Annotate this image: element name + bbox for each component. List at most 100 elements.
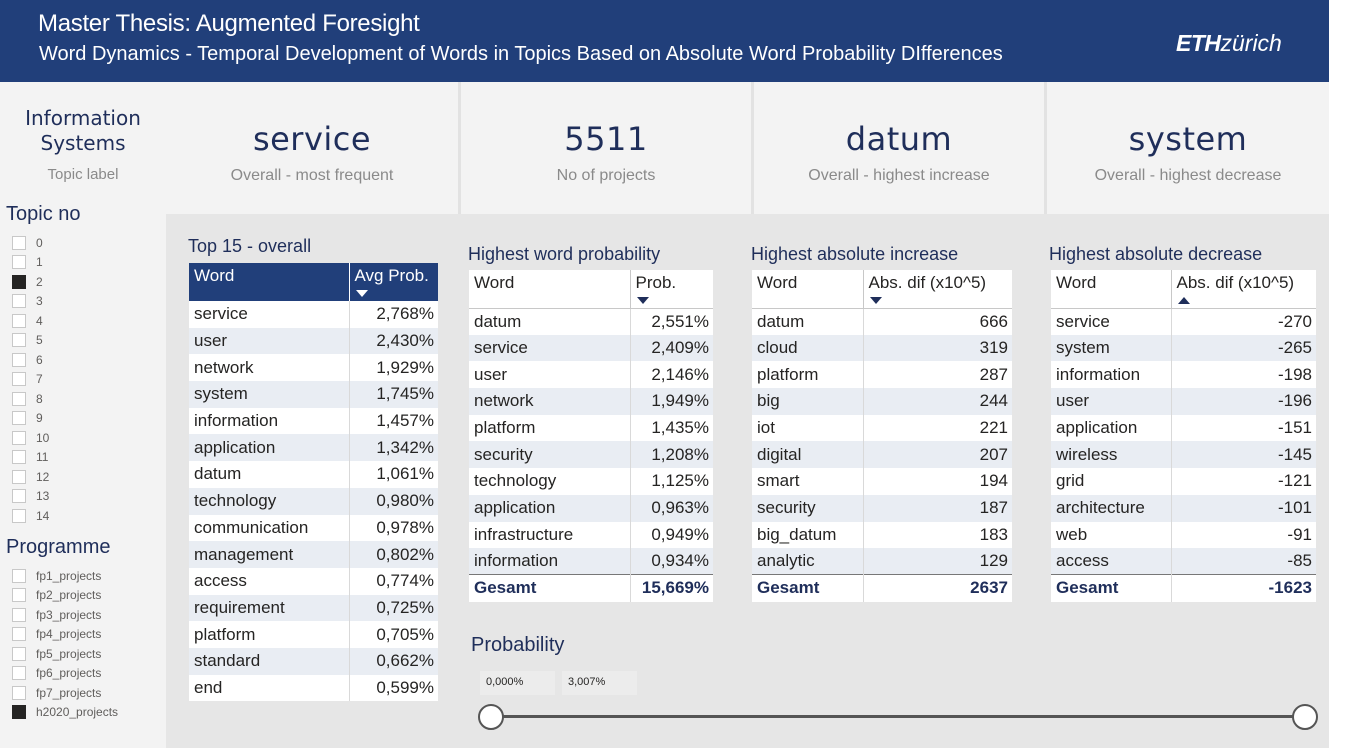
table-row[interactable]: service 2,409% [469,334,713,362]
topic-item-11[interactable]: 11 [12,448,48,467]
table-row[interactable]: user 2,146% [469,361,713,389]
programme-item-h2020_projects[interactable]: h2020_projects [12,703,118,722]
checkbox[interactable] [12,607,26,622]
checkbox[interactable] [12,430,26,445]
table-row[interactable]: iot 221 [752,414,1012,442]
programme-item-fp7_projects[interactable]: fp7_projects [12,683,101,702]
table-row[interactable]: datum 2,551% [469,308,713,335]
table-row[interactable]: technology 0,980% [189,487,438,515]
topic-item-8[interactable]: 8 [12,389,43,408]
column-header-abs-dif[interactable]: Abs. dif (x10^5) [862,270,1012,309]
table-row[interactable]: information -198 [1051,361,1316,389]
column-header-word[interactable]: Word [469,270,630,309]
table-row[interactable]: requirement 0,725% [189,594,438,622]
table-row[interactable]: big 244 [752,388,1012,415]
programme-item-fp5_projects[interactable]: fp5_projects [12,644,101,663]
topic-item-5[interactable]: 5 [12,331,43,350]
checkbox[interactable] [12,705,26,719]
column-header-word[interactable]: Word [752,270,863,309]
topic-item-3[interactable]: 3 [12,292,43,311]
topic-item-9[interactable]: 9 [12,409,43,428]
table-row[interactable]: access 0,774% [189,567,438,595]
table-row[interactable]: platform 1,435% [469,414,713,442]
checkbox[interactable] [12,685,26,700]
table-row[interactable]: standard 0,662% [189,647,438,675]
table-row[interactable]: infrastructure 0,949% [469,521,713,549]
table-row[interactable]: access -85 [1051,548,1316,575]
table-row[interactable]: system -265 [1051,334,1316,362]
checkbox[interactable] [12,568,26,583]
topic-item-0[interactable]: 0 [12,233,43,252]
table-row[interactable]: network 1,929% [189,354,438,382]
column-header-avg-prob[interactable]: Avg Prob. [348,263,438,301]
table-row[interactable]: security 187 [752,494,1012,522]
checkbox[interactable] [12,588,26,602]
checkbox[interactable] [12,235,26,250]
column-header-abs-dif[interactable]: Abs. dif (x10^5) [1170,270,1316,309]
checkbox[interactable] [12,411,26,425]
table-row[interactable]: architecture -101 [1051,494,1316,522]
programme-item-fp1_projects[interactable]: fp1_projects [12,566,101,585]
checkbox[interactable] [12,489,26,503]
column-header-word[interactable]: Word [189,263,349,301]
table-row[interactable]: user 2,430% [189,327,438,355]
table-row[interactable]: digital 207 [752,441,1012,469]
checkbox[interactable] [12,646,26,661]
programme-item-fp6_projects[interactable]: fp6_projects [12,664,101,683]
checkbox[interactable] [12,666,26,680]
slider-handle-min[interactable] [478,704,504,730]
topic-item-10[interactable]: 10 [12,428,49,447]
slider-track[interactable] [491,715,1305,718]
slider-max-input[interactable]: 3,007% [562,671,637,695]
table-row[interactable]: datum 666 [752,308,1012,335]
table-row[interactable]: security 1,208% [469,441,713,469]
checkbox[interactable] [12,372,26,386]
topic-item-2[interactable]: 2 [12,272,43,291]
checkbox[interactable] [12,508,26,523]
topic-item-4[interactable]: 4 [12,311,43,330]
table-row[interactable]: service 2,768% [189,301,438,328]
table-row[interactable]: platform 0,705% [189,621,438,648]
table-row[interactable]: grid -121 [1051,468,1316,495]
checkbox[interactable] [12,469,26,484]
table-row[interactable]: technology 1,125% [469,468,713,495]
programme-item-fp3_projects[interactable]: fp3_projects [12,605,101,624]
table-row[interactable]: communication 0,978% [189,514,438,542]
table-row[interactable]: management 0,802% [189,541,438,568]
checkbox[interactable] [12,313,26,328]
table-row[interactable]: analytic 129 [752,548,1012,575]
table-row[interactable]: information 1,457% [189,407,438,435]
table-row[interactable]: service -270 [1051,308,1316,335]
topic-item-13[interactable]: 13 [12,487,49,506]
table-row[interactable]: information 0,934% [469,548,713,575]
table-row[interactable]: application 0,963% [469,494,713,522]
topic-item-7[interactable]: 7 [12,370,43,389]
table-row[interactable]: network 1,949% [469,388,713,415]
column-header-word[interactable]: Word [1051,270,1171,309]
table-row[interactable]: application 1,342% [189,434,438,462]
checkbox[interactable] [12,450,26,464]
table-row[interactable]: cloud 319 [752,334,1012,362]
table-row[interactable]: datum 1,061% [189,461,438,488]
table-row[interactable]: smart 194 [752,468,1012,495]
checkbox[interactable] [12,627,26,641]
table-row[interactable]: web -91 [1051,521,1316,549]
checkbox[interactable] [12,274,26,289]
topic-item-6[interactable]: 6 [12,350,43,369]
checkbox[interactable] [12,391,26,406]
table-row[interactable]: system 1,745% [189,381,438,408]
checkbox[interactable] [12,333,26,347]
table-row[interactable]: user -196 [1051,388,1316,415]
programme-item-fp4_projects[interactable]: fp4_projects [12,625,101,644]
topic-item-12[interactable]: 12 [12,467,49,486]
slider-min-input[interactable]: 0,000% [480,671,555,695]
topic-item-1[interactable]: 1 [12,253,43,272]
topic-item-14[interactable]: 14 [12,506,49,525]
table-row[interactable]: platform 287 [752,361,1012,389]
column-header-prob[interactable]: Prob. [629,270,713,309]
table-row[interactable]: application -151 [1051,414,1316,442]
checkbox[interactable] [12,294,26,308]
checkbox[interactable] [12,255,26,269]
table-row[interactable]: end 0,599% [189,674,438,702]
table-row[interactable]: wireless -145 [1051,441,1316,469]
